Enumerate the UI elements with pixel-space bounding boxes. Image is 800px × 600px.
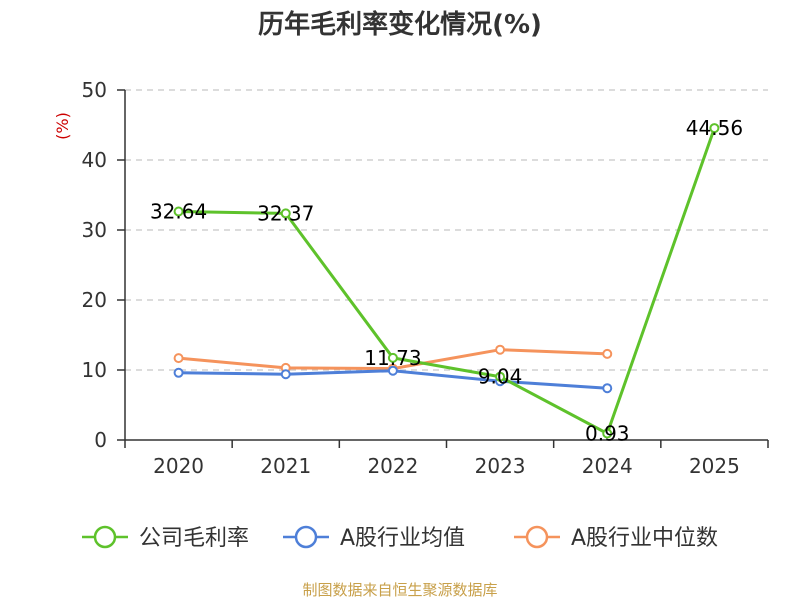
- x-tick-label: 2020: [153, 454, 204, 478]
- x-tick-label: 2022: [367, 454, 418, 478]
- grid-lines: [125, 89, 768, 371]
- x-tick-label: 2025: [689, 454, 740, 478]
- legend-marker: [93, 525, 117, 549]
- data-label: 44.56: [686, 116, 743, 140]
- data-point[interactable]: [602, 383, 613, 394]
- data-point[interactable]: [173, 353, 184, 364]
- data-point[interactable]: [280, 369, 291, 380]
- chart-title: 历年毛利率变化情况(%): [258, 9, 542, 40]
- y-tick-label: 50: [82, 78, 107, 102]
- legend-item[interactable]: A股行业中位数: [514, 525, 718, 551]
- y-tick-label: 30: [82, 218, 107, 242]
- series-line: [178, 127, 716, 435]
- data-point[interactable]: [495, 371, 506, 382]
- legend-marker: [294, 525, 318, 549]
- legend-label: 公司毛利率: [139, 526, 249, 551]
- legend-item[interactable]: 公司毛利率: [82, 525, 249, 551]
- data-point[interactable]: [387, 365, 398, 376]
- y-axis-label: (%): [53, 112, 72, 140]
- data-label: 32.64: [150, 200, 207, 224]
- data-label: 11.73: [364, 346, 421, 370]
- y-tick-label: 0: [94, 428, 107, 452]
- x-tick-label: 2023: [475, 454, 526, 478]
- data-point[interactable]: [602, 348, 613, 359]
- data-point[interactable]: [387, 352, 398, 363]
- x-tick-label: 2021: [260, 454, 311, 478]
- data-label: 9.04: [478, 365, 523, 389]
- data-point[interactable]: [173, 206, 184, 217]
- legend-label: A股行业中位数: [571, 526, 718, 551]
- data-labels: 32.64 32.37 11.73 9.04 0.93 44.56: [150, 116, 743, 445]
- source-note: 制图数据来自恒生聚源数据库: [302, 581, 497, 599]
- y-tick-label: 10: [82, 358, 107, 382]
- legend[interactable]: 公司毛利率 A股行业均值 A股行业中位数: [82, 525, 718, 551]
- data-point[interactable]: [495, 344, 506, 355]
- legend-marker: [525, 525, 549, 549]
- legend-label: A股行业均值: [340, 526, 465, 551]
- axes: 0 10 20 30 40 50 2020 2021 2022 2023 2024 2025: [82, 78, 769, 478]
- data-point[interactable]: [602, 428, 613, 439]
- y-tick-label: 40: [82, 148, 107, 172]
- legend-item[interactable]: A股行业均值: [283, 525, 465, 551]
- y-tick-label: 20: [82, 288, 107, 312]
- data-point[interactable]: [280, 208, 291, 219]
- data-label: 32.37: [257, 201, 314, 225]
- data-point[interactable]: [709, 123, 720, 134]
- series-lines: [173, 123, 720, 439]
- data-label: 0.93: [585, 421, 630, 445]
- data-point[interactable]: [173, 367, 184, 378]
- x-tick-label: 2024: [582, 454, 633, 478]
